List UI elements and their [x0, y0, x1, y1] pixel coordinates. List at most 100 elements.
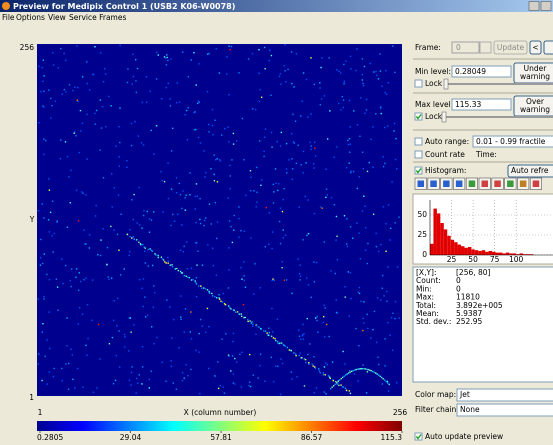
pixel	[238, 236, 239, 237]
pixel	[188, 76, 189, 77]
pixel	[360, 97, 361, 98]
pixel	[245, 195, 246, 196]
pixel	[302, 101, 303, 102]
pixel	[74, 387, 75, 388]
pixel	[128, 350, 129, 351]
input-value: 115.33	[455, 100, 481, 109]
pixel	[228, 269, 229, 270]
minimize-button[interactable]	[529, 2, 539, 11]
tool-icon	[430, 181, 437, 188]
pixel	[70, 170, 71, 171]
pixel	[305, 359, 306, 360]
pixel	[198, 285, 199, 286]
pixel	[323, 374, 324, 375]
histogram-bar	[447, 236, 450, 255]
pixel	[202, 326, 203, 327]
pixel	[388, 390, 389, 391]
spinner[interactable]	[480, 42, 491, 53]
x-tick-label: 256	[393, 408, 408, 417]
pixel	[228, 141, 229, 142]
pixel	[205, 332, 206, 333]
pixel	[203, 287, 204, 288]
pixel	[65, 141, 66, 142]
pixel	[345, 296, 346, 297]
pixel	[338, 381, 339, 382]
pixel	[392, 45, 393, 46]
pixel	[197, 196, 198, 197]
pixel	[350, 171, 351, 172]
pixel	[97, 254, 98, 255]
pixel	[76, 45, 77, 46]
pixel	[259, 365, 260, 366]
pixel	[320, 206, 321, 207]
slider-thumb[interactable]	[442, 112, 446, 122]
pixel	[196, 264, 197, 265]
pixel	[231, 159, 232, 160]
pixel	[236, 361, 237, 362]
checkbox[interactable]	[415, 80, 422, 87]
pixel	[372, 371, 373, 372]
pixel	[374, 311, 375, 312]
pixel	[297, 145, 298, 146]
pixel	[360, 300, 361, 301]
menu-item[interactable]: Options	[16, 13, 45, 22]
y-axis-label: Y	[29, 215, 35, 224]
pixel	[325, 307, 326, 308]
pixel	[220, 385, 221, 386]
pixel	[319, 87, 320, 88]
menu-item[interactable]: Service Frames	[69, 13, 126, 22]
button-label: Auto refre	[511, 166, 549, 175]
pixel	[307, 116, 308, 117]
slider-thumb[interactable]	[444, 79, 448, 89]
pixel	[62, 283, 63, 284]
pixel	[163, 259, 164, 260]
pixel	[309, 142, 310, 143]
pixel	[153, 306, 154, 307]
pixel	[299, 336, 300, 337]
pixel	[241, 313, 242, 314]
maximize-button[interactable]	[541, 2, 551, 11]
pixel	[227, 127, 228, 128]
pixel	[53, 233, 54, 234]
pixel	[265, 246, 266, 247]
pixel	[186, 241, 187, 242]
pixel	[385, 70, 386, 71]
pixel	[96, 387, 97, 388]
pixel	[166, 64, 167, 65]
pixel	[253, 293, 254, 294]
pixel	[273, 337, 274, 338]
pixel	[363, 196, 364, 197]
pixel	[105, 73, 106, 74]
pixel	[85, 194, 86, 195]
pixel	[186, 110, 187, 111]
pixel	[349, 315, 350, 316]
pixel	[378, 251, 379, 252]
pixel	[72, 90, 73, 91]
menu-item[interactable]: File	[2, 13, 15, 22]
menu-item[interactable]: View	[48, 13, 66, 22]
pixel	[234, 383, 235, 384]
checkbox[interactable]	[415, 151, 422, 158]
pixel	[114, 187, 115, 188]
next-button[interactable]	[544, 41, 553, 54]
pixel	[134, 239, 135, 240]
pixel	[384, 163, 385, 164]
pixel	[177, 214, 178, 215]
pixel	[395, 301, 396, 302]
window-title: Preview for Medipix Control 1 (USB2 K06-…	[13, 2, 235, 11]
pixel	[307, 318, 308, 319]
pixel	[326, 188, 327, 189]
pixel	[62, 380, 63, 381]
pixel	[129, 229, 130, 230]
pixel	[261, 179, 262, 180]
pixel	[335, 273, 336, 274]
pixel	[214, 375, 215, 376]
checkbox[interactable]	[415, 138, 422, 145]
pixel	[260, 89, 261, 90]
pixel	[70, 286, 71, 287]
pixel	[362, 365, 363, 366]
pixel	[259, 140, 260, 141]
pixel	[350, 393, 351, 394]
color-map-select[interactable]	[457, 389, 553, 401]
pixel	[281, 342, 282, 343]
